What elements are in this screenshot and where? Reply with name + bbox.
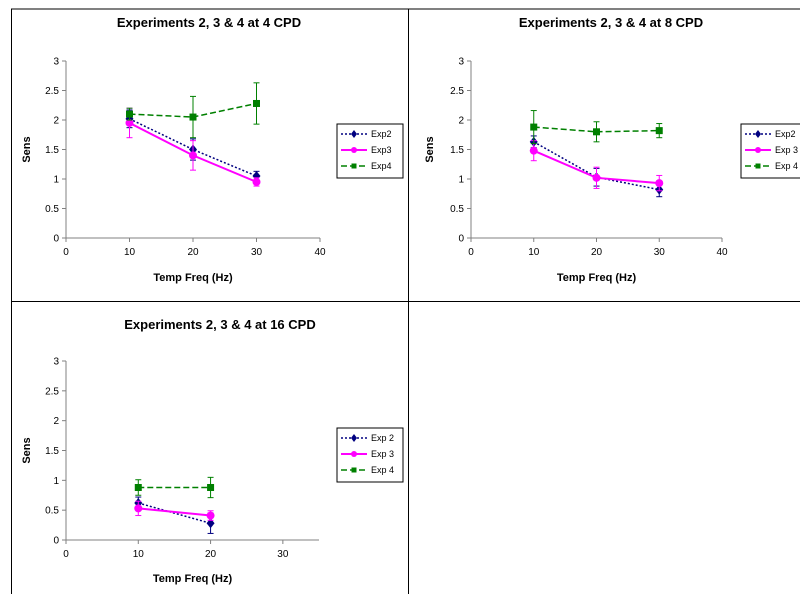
series-3 [530,110,663,145]
data-point [189,113,197,121]
data-point [351,451,357,457]
legend-entry: Exp 2 [371,433,394,443]
legend-entry: Exp2 [775,129,796,139]
chart-panel-1: Experiments 2, 3 & 4 at 4 CPD 0 0.5 1 1.5 2 2.… [21,15,404,284]
data-point [252,177,261,186]
data-point [755,163,761,169]
y-tick-label: 1.5 [45,145,59,156]
legend-entry: Exp 4 [775,161,798,171]
series-3 [126,82,260,139]
x-tick-label: 30 [654,247,666,258]
y-tick-label: 3 [458,57,464,68]
y-axis-title: Sens [424,136,436,162]
data-point [189,151,197,160]
data-point [125,118,134,127]
y-tick-label: 0.5 [450,204,464,215]
data-point [655,127,663,135]
x-tick-label: 10 [133,549,145,560]
series-3 [134,476,215,499]
y-tick-label: 2 [53,116,59,127]
legend-entry: Exp2 [371,129,392,139]
y-axis-title: Sens [21,136,33,162]
y-tick-label: 2.5 [45,386,59,397]
data-point [134,504,143,513]
x-tick-label: 10 [124,247,136,258]
chart-panel-3: Experiments 2, 3 & 4 at 16 CPD 0 0.5 1 1.5 2 2… [21,317,404,585]
x-tick-label: 20 [591,247,603,258]
legend-entry: Exp3 [371,145,392,155]
y-axis-title: Sens [21,437,33,463]
legend-entry: Exp 4 [371,465,394,475]
data-point [351,467,357,473]
x-axis-title: Temp Freq (Hz) [153,573,233,585]
y-tick-label: 2 [53,416,59,427]
data-point [206,511,215,520]
data-point [755,147,761,153]
x-tick-label: 40 [716,247,728,258]
chart-title: Experiments 2, 3 & 4 at 4 CPD [117,15,301,30]
data-point [655,179,664,188]
series-line [138,502,211,525]
chart-panel-2: Experiments 2, 3 & 4 at 8 CPD 0 0.5 1 1.5 2 2.… [424,15,800,284]
x-tick-label: 20 [205,549,217,560]
data-point [207,483,215,491]
y-tick-label: 1 [53,476,59,487]
data-point [351,147,357,153]
data-point [755,130,761,138]
legend: Exp 2 Exp 3 Exp 4 [336,427,404,483]
y-tick-label: 1 [458,175,464,186]
series-line [533,126,660,133]
y-tick-label: 1.5 [450,145,464,156]
x-axis-title: Temp Freq (Hz) [153,272,233,284]
legend: Exp2 Exp3 Exp4 [336,123,404,179]
x-tick-label: 0 [63,247,69,258]
legend-entry: Exp 3 [371,449,394,459]
x-tick-label: 30 [251,247,263,258]
x-tick-label: 40 [314,247,326,258]
y-tick-label: 2 [458,116,464,127]
data-point [351,434,357,442]
y-tick-label: 0.5 [45,204,59,215]
data-point [351,130,357,138]
data-point [134,483,142,491]
x-tick-label: 10 [528,247,540,258]
y-tick-label: 2.5 [45,86,59,97]
data-point [592,173,601,182]
y-tick-label: 3 [53,357,59,368]
x-tick-label: 20 [187,247,199,258]
series-2 [134,500,215,521]
y-tick-label: 2.5 [450,86,464,97]
y-tick-label: 0.5 [45,506,59,517]
x-tick-label: 0 [468,247,474,258]
y-tick-label: 3 [53,57,59,68]
y-tick-label: 0 [53,536,59,547]
y-tick-label: 0 [458,234,464,245]
y-tick-label: 1 [53,175,59,186]
data-point [593,128,600,136]
x-axis-title: Temp Freq (Hz) [557,272,637,284]
series-line [138,507,211,517]
legend-entry: Exp 3 [775,145,798,155]
data-point [253,99,260,107]
legend-entry: Exp4 [371,161,392,171]
y-tick-label: 1.5 [45,446,59,457]
series-2 [529,140,664,192]
y-tick-label: 0 [53,234,59,245]
series-line [129,118,257,177]
data-point [530,123,538,131]
x-tick-label: 30 [277,549,289,560]
chart-title: Experiments 2, 3 & 4 at 8 CPD [519,15,703,30]
chart-title: Experiments 2, 3 & 4 at 16 CPD [124,317,315,332]
x-tick-label: 0 [63,549,69,560]
data-point [126,110,133,118]
data-point [351,163,357,169]
legend: Exp2 Exp 3 Exp 4 [740,123,800,179]
data-point [529,146,538,155]
